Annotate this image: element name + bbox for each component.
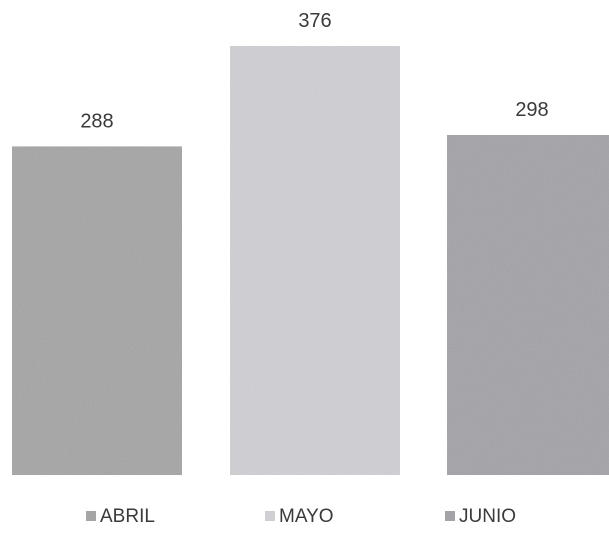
value-labels-layer: 288 376 298 [80, 10, 548, 132]
value-label-mayo: 376 [298, 10, 331, 32]
value-label-junio: 298 [515, 99, 548, 121]
bars-layer [12, 46, 609, 476]
legend-swatch-abril [86, 511, 96, 521]
legend-item-abril: ABRIL [86, 506, 155, 527]
value-label-abril: 288 [80, 110, 113, 132]
legend: ABRIL MAYO JUNIO [86, 506, 516, 527]
legend-item-mayo: MAYO [265, 506, 334, 527]
bar-mayo [230, 46, 400, 475]
bar-abril [12, 146, 182, 476]
bar-junio [447, 134, 609, 475]
legend-item-junio: JUNIO [445, 506, 516, 527]
legend-label-abril: ABRIL [100, 506, 155, 527]
legend-swatch-junio [445, 511, 455, 521]
legend-label-junio: JUNIO [459, 506, 516, 527]
legend-swatch-mayo [265, 511, 275, 521]
legend-label-mayo: MAYO [279, 506, 334, 527]
